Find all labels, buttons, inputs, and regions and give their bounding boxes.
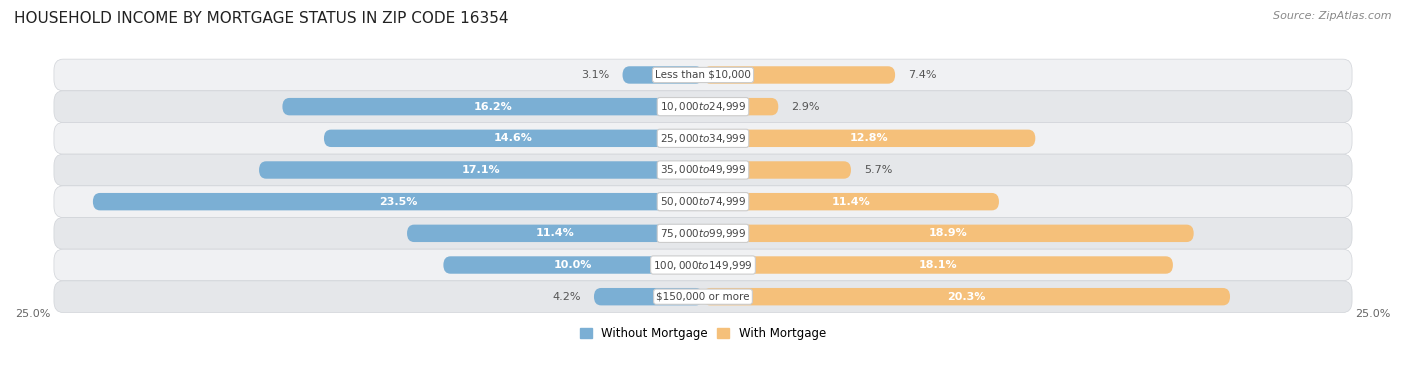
Text: 20.3%: 20.3% (948, 292, 986, 302)
FancyBboxPatch shape (703, 288, 1230, 305)
Text: 16.2%: 16.2% (474, 102, 512, 112)
Text: 3.1%: 3.1% (581, 70, 610, 80)
FancyBboxPatch shape (259, 161, 703, 179)
Text: 18.1%: 18.1% (918, 260, 957, 270)
Text: 11.4%: 11.4% (536, 228, 575, 239)
Text: 7.4%: 7.4% (908, 70, 936, 80)
FancyBboxPatch shape (53, 154, 1353, 186)
FancyBboxPatch shape (703, 193, 1000, 211)
Text: 17.1%: 17.1% (461, 165, 501, 175)
FancyBboxPatch shape (703, 66, 896, 84)
Text: 14.6%: 14.6% (494, 133, 533, 143)
FancyBboxPatch shape (53, 217, 1353, 249)
Text: $10,000 to $24,999: $10,000 to $24,999 (659, 100, 747, 113)
Legend: Without Mortgage, With Mortgage: Without Mortgage, With Mortgage (575, 322, 831, 345)
Text: $25,000 to $34,999: $25,000 to $34,999 (659, 132, 747, 145)
FancyBboxPatch shape (593, 288, 703, 305)
FancyBboxPatch shape (53, 91, 1353, 122)
Text: 25.0%: 25.0% (1355, 309, 1391, 319)
FancyBboxPatch shape (323, 130, 703, 147)
FancyBboxPatch shape (703, 256, 1173, 274)
FancyBboxPatch shape (443, 256, 703, 274)
FancyBboxPatch shape (53, 249, 1353, 281)
Text: 4.2%: 4.2% (553, 292, 581, 302)
FancyBboxPatch shape (703, 161, 851, 179)
Text: 2.9%: 2.9% (792, 102, 820, 112)
FancyBboxPatch shape (53, 281, 1353, 313)
FancyBboxPatch shape (623, 66, 703, 84)
FancyBboxPatch shape (53, 122, 1353, 154)
FancyBboxPatch shape (93, 193, 703, 211)
Text: 5.7%: 5.7% (863, 165, 893, 175)
Text: $50,000 to $74,999: $50,000 to $74,999 (659, 195, 747, 208)
Text: $100,000 to $149,999: $100,000 to $149,999 (654, 259, 752, 271)
Text: 12.8%: 12.8% (849, 133, 889, 143)
Text: 10.0%: 10.0% (554, 260, 592, 270)
Text: $150,000 or more: $150,000 or more (657, 292, 749, 302)
Text: 11.4%: 11.4% (831, 197, 870, 207)
FancyBboxPatch shape (703, 225, 1194, 242)
Text: $35,000 to $49,999: $35,000 to $49,999 (659, 164, 747, 177)
Text: HOUSEHOLD INCOME BY MORTGAGE STATUS IN ZIP CODE 16354: HOUSEHOLD INCOME BY MORTGAGE STATUS IN Z… (14, 11, 509, 26)
FancyBboxPatch shape (703, 98, 779, 115)
Text: $75,000 to $99,999: $75,000 to $99,999 (659, 227, 747, 240)
Text: 25.0%: 25.0% (15, 309, 51, 319)
Text: Source: ZipAtlas.com: Source: ZipAtlas.com (1274, 11, 1392, 21)
FancyBboxPatch shape (703, 130, 1035, 147)
FancyBboxPatch shape (283, 98, 703, 115)
Text: Less than $10,000: Less than $10,000 (655, 70, 751, 80)
FancyBboxPatch shape (53, 186, 1353, 217)
Text: 18.9%: 18.9% (929, 228, 967, 239)
Text: 23.5%: 23.5% (378, 197, 418, 207)
FancyBboxPatch shape (53, 59, 1353, 91)
FancyBboxPatch shape (406, 225, 703, 242)
